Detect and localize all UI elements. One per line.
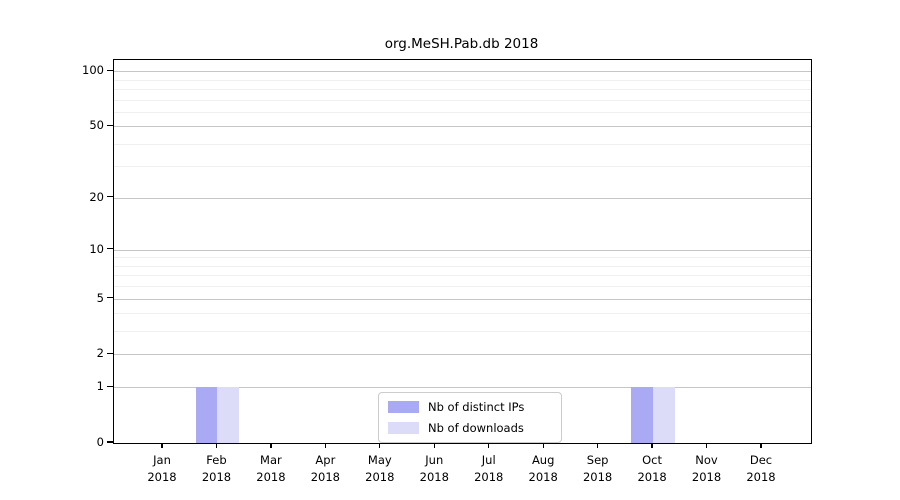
y-tick-label: 5 — [96, 290, 104, 305]
minor-gridline — [114, 275, 811, 277]
legend-item-downloads: Nb of downloads — [388, 421, 552, 435]
x-tick-mark — [705, 443, 708, 448]
x-tick-label: Apr 2018 — [310, 453, 340, 484]
x-tick-label: Jun 2018 — [419, 453, 449, 484]
y-tick-label: 2 — [96, 346, 104, 361]
x-tick-mark — [760, 443, 762, 448]
x-tick-label: May 2018 — [365, 453, 395, 484]
x-tick-label: Mar 2018 — [256, 453, 286, 484]
major-gridline — [114, 126, 811, 128]
x-tick-mark — [324, 443, 326, 448]
minor-gridline — [114, 313, 811, 315]
y-tick-mark — [107, 124, 113, 126]
x-tick-mark — [433, 443, 435, 448]
y-tick-label: 50 — [89, 118, 104, 133]
minor-gridline — [114, 265, 811, 267]
bar-distinct-ips — [195, 387, 218, 443]
x-tick-mark — [651, 443, 653, 448]
downloads-swatch — [388, 422, 419, 434]
bar-distinct-ips — [631, 387, 654, 443]
y-tick-label: 1 — [96, 379, 104, 394]
y-tick-label: 0 — [96, 435, 104, 449]
y-tick-mark — [107, 248, 113, 250]
legend: Nb of distinct IPs Nb of downloads — [378, 392, 562, 443]
y-tick-label: 100 — [82, 63, 104, 78]
minor-gridline — [114, 257, 811, 259]
x-tick-label: Jan 2018 — [147, 453, 177, 484]
plot-area: Nb of distinct IPs Nb of downloads — [113, 59, 812, 444]
x-tick-mark — [488, 443, 490, 448]
x-tick-mark — [215, 443, 218, 448]
major-gridline — [114, 197, 811, 199]
x-tick-mark — [161, 443, 163, 448]
bar-downloads — [653, 387, 675, 443]
legend-label-distinct-ips: Nb of distinct IPs — [428, 400, 525, 414]
minor-gridline — [114, 286, 811, 288]
minor-gridline — [114, 99, 811, 101]
chart-title: org.MeSH.Pab.db 2018 — [384, 36, 539, 52]
y-tick-mark — [107, 385, 113, 387]
distinct-ips-swatch — [388, 401, 419, 413]
y-tick-mark — [107, 352, 113, 355]
y-tick-label: 10 — [89, 241, 104, 256]
y-tick-mark — [107, 297, 113, 299]
x-tick-label: Oct 2018 — [637, 453, 667, 484]
x-tick-label: Aug 2018 — [528, 453, 558, 484]
x-tick-label: Jul 2018 — [474, 453, 504, 484]
bar-downloads — [217, 387, 240, 443]
legend-item-distinct-ips: Nb of distinct IPs — [388, 400, 552, 414]
x-tick-mark — [542, 443, 544, 448]
major-gridline — [114, 387, 811, 389]
minor-gridline — [114, 88, 811, 90]
x-tick-mark — [597, 443, 599, 448]
x-tick-mark — [379, 443, 381, 448]
major-gridline — [114, 249, 811, 251]
x-tick-mark — [270, 443, 272, 448]
x-tick-label: Dec 2018 — [746, 453, 776, 484]
minor-gridline — [114, 111, 811, 113]
major-gridline — [114, 298, 811, 300]
minor-gridline — [114, 331, 811, 333]
minor-gridline — [114, 166, 811, 168]
minor-gridline — [114, 79, 811, 81]
y-tick-label: 20 — [89, 189, 104, 204]
y-tick-mark — [107, 69, 113, 71]
minor-gridline — [114, 143, 811, 145]
x-tick-label: Feb 2018 — [201, 453, 232, 484]
x-tick-label: Nov 2018 — [691, 453, 722, 484]
legend-label-downloads: Nb of downloads — [428, 421, 524, 435]
y-tick-mark — [107, 441, 113, 443]
x-tick-label: Sep 2018 — [582, 453, 613, 484]
major-gridline — [114, 71, 811, 73]
major-gridline — [114, 354, 811, 356]
y-tick-mark — [107, 196, 113, 198]
